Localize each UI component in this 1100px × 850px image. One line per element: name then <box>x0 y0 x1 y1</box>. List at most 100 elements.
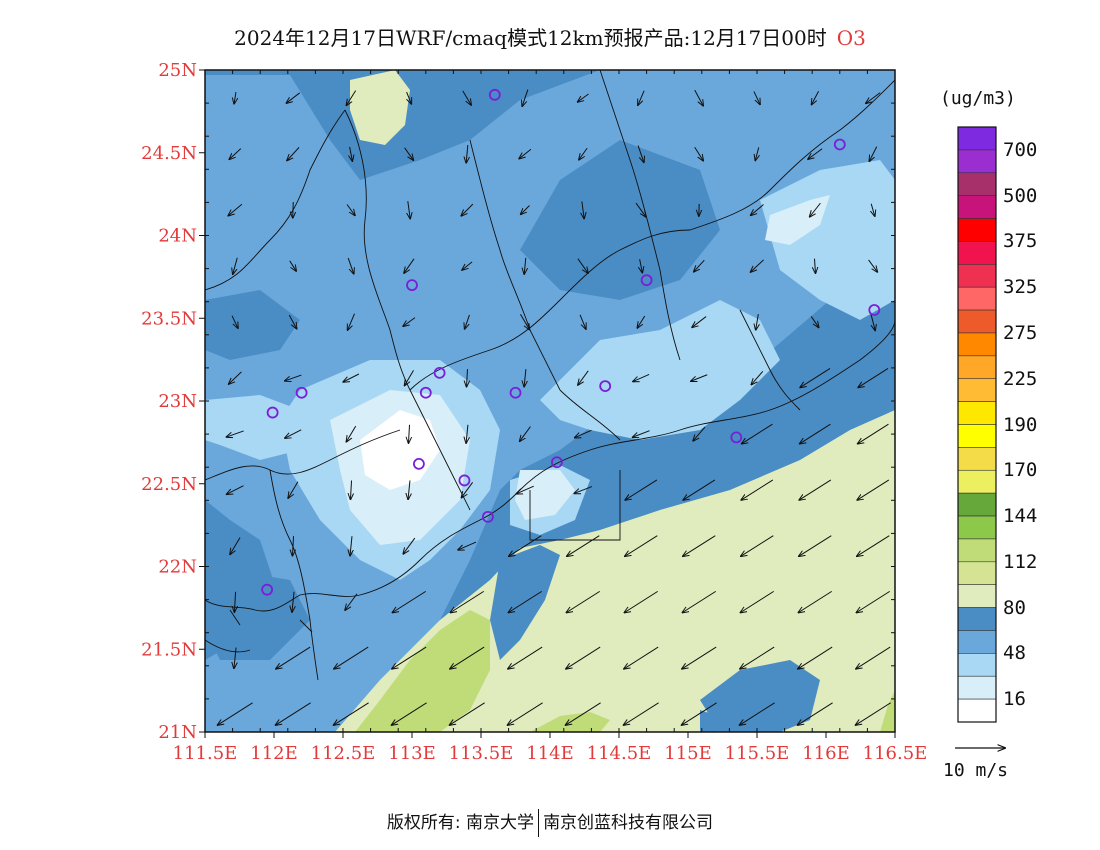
wind-arrow <box>739 702 775 725</box>
wind-arrow <box>345 593 358 610</box>
wind-arrow <box>466 424 468 443</box>
colorbar-label: 325 <box>1003 276 1038 299</box>
lat-label: 21.5N <box>141 639 197 660</box>
lon-label: 112E <box>250 743 298 764</box>
wind-arrow <box>681 702 717 725</box>
wind-arrow <box>682 646 717 669</box>
colorbar-segment <box>957 286 997 311</box>
wind-arrow <box>408 201 410 219</box>
wind-arrow <box>740 646 775 669</box>
station-marker <box>406 279 418 292</box>
wind-arrow <box>524 369 526 387</box>
wind-arrow <box>461 203 474 216</box>
wind-arrow <box>334 646 369 669</box>
colorbar-units: (ug/m3) <box>940 88 1016 109</box>
wind-arrow <box>624 590 659 612</box>
wind-arrow <box>234 91 236 104</box>
wind-arrow <box>683 535 716 557</box>
wind-arrow <box>346 90 357 106</box>
wind-arrow <box>858 423 889 444</box>
wind-arrow <box>516 485 534 494</box>
wind-arrow <box>404 147 414 160</box>
wind-arrow <box>509 535 542 557</box>
wind-arrow <box>567 535 600 557</box>
colorbar-segment <box>957 149 997 174</box>
wind-arrow <box>857 479 890 500</box>
wind-arrow <box>577 258 588 274</box>
colorbar-segment <box>957 607 997 631</box>
colorbar-segment <box>957 241 997 265</box>
station-marker <box>412 457 425 470</box>
wind-arrow <box>287 147 300 160</box>
lat-label: 21N <box>158 722 197 743</box>
wind-arrow <box>350 536 352 556</box>
wind-arrow <box>508 590 543 612</box>
lon-label: 114E <box>526 743 574 764</box>
colorbar-segment <box>957 492 997 517</box>
colorbar-label: 225 <box>1003 367 1038 390</box>
wind-arrow <box>288 314 296 329</box>
colorbar-segment <box>957 538 997 563</box>
colorbar-segment <box>957 172 997 196</box>
station-marker <box>295 386 308 399</box>
colorbar-label: 375 <box>1003 230 1038 253</box>
colorbar-label: 16 <box>1003 688 1026 711</box>
lat-label: 24.5N <box>141 143 197 164</box>
wind-arrow <box>740 590 775 612</box>
colorbar-segment <box>957 653 997 677</box>
colorbar-segment <box>957 355 997 380</box>
station-marker <box>640 274 653 287</box>
wind-arrow <box>521 205 530 215</box>
wind-arrow <box>465 314 470 329</box>
wind-arrow <box>640 259 643 273</box>
wind-arrow <box>575 429 592 437</box>
wind-arrow <box>350 146 353 161</box>
wind-arrow <box>625 535 658 557</box>
colorbar-segment <box>957 378 997 402</box>
lon-label: 116.5E <box>863 743 928 764</box>
lon-label: 114.5E <box>587 743 652 764</box>
wind-arrow <box>637 315 646 328</box>
colorbar-segment <box>957 332 997 357</box>
wind-arrow <box>217 702 253 725</box>
wind-arrow <box>565 702 601 725</box>
wind-arrow <box>462 261 473 270</box>
wind-arrow <box>623 702 659 725</box>
wind-arrow <box>233 257 238 275</box>
lat-label: 22N <box>158 557 197 578</box>
wind-arrow <box>229 371 242 384</box>
colorbar-segment <box>957 561 997 585</box>
wind-arrow <box>800 368 831 387</box>
wind-arrow <box>694 89 703 106</box>
wind-reference-label: 10 m/s <box>943 760 1009 781</box>
station-marker <box>481 510 494 523</box>
colorbar-label: 190 <box>1003 413 1038 436</box>
wind-arrow <box>234 647 236 669</box>
lat-label: 25N <box>158 60 197 81</box>
station-marker <box>266 406 279 419</box>
wind-arrow <box>868 259 878 272</box>
wind-arrow <box>856 646 891 669</box>
station-marker <box>433 366 446 379</box>
wind-arrow <box>683 479 716 500</box>
wind-arrow <box>741 535 774 557</box>
wind-arrow <box>756 313 759 330</box>
lat-label: 23.5N <box>141 308 197 329</box>
map-axes: 25N 24.5N 24N 23.5N 23N 22.5N 22N 21.5N 21N111.5… <box>141 60 927 764</box>
wind-arrow <box>799 479 832 500</box>
footer-separator <box>538 809 540 837</box>
wind-arrow <box>458 541 477 550</box>
station-markers <box>261 88 881 596</box>
lat-label: 22.5N <box>141 474 197 495</box>
lon-label: 111.5E <box>173 743 238 764</box>
wind-arrow <box>408 480 410 500</box>
colorbar-label: 500 <box>1003 184 1038 207</box>
colorbar-label: 48 <box>1003 642 1026 665</box>
wind-arrow <box>346 204 355 216</box>
wind-arrow <box>347 313 355 331</box>
colorbar-segment <box>957 447 997 471</box>
wind-arrow <box>742 423 773 444</box>
wind-arrow <box>579 314 586 329</box>
wind-arrow <box>403 317 416 327</box>
wind-arrow <box>799 535 832 557</box>
